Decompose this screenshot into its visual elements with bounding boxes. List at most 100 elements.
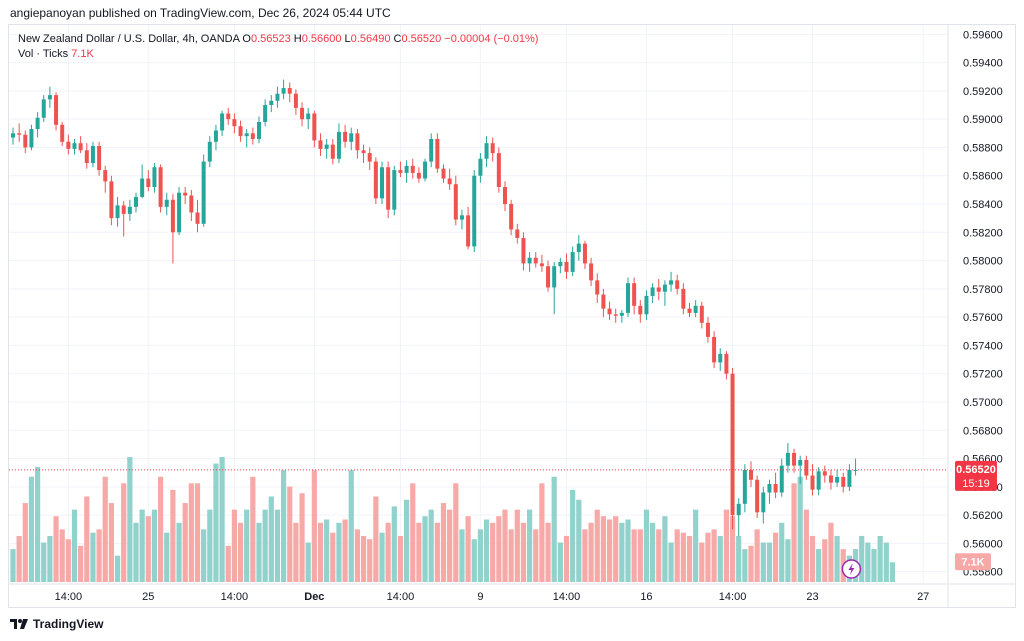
volume-bar (582, 529, 588, 582)
volume-bar (35, 466, 41, 582)
candle-body (177, 192, 182, 233)
volume-bar (133, 522, 139, 582)
tradingview-footer[interactable]: TradingView (10, 617, 103, 631)
candle (472, 170, 477, 253)
volume-bar (760, 542, 766, 582)
candle (656, 278, 661, 301)
candle-body (127, 206, 132, 214)
volume-bar (96, 529, 102, 582)
candle (164, 192, 169, 216)
candle (755, 475, 760, 518)
candle (712, 331, 717, 369)
candle-body (54, 95, 59, 125)
volume-bar (102, 476, 108, 582)
candle-body (23, 134, 28, 148)
time-tick-label: 9 (477, 591, 483, 603)
volume-bar (397, 535, 404, 582)
volume-bar (330, 532, 336, 582)
volume-bar (90, 532, 96, 582)
candle (35, 112, 40, 138)
volume-bar (656, 529, 662, 582)
candle-body (792, 452, 797, 466)
candle-body (699, 305, 704, 323)
candle (281, 79, 286, 100)
chart-legend: New Zealand Dollar / U.S. Dollar, 4h, OA… (18, 32, 538, 62)
close-value: 0.56520 (401, 33, 442, 45)
volume-bar (145, 516, 151, 582)
volume-bar (324, 519, 330, 582)
candle (749, 461, 753, 487)
candle (54, 92, 59, 131)
candle (792, 448, 797, 473)
price-tick-label: 0.57400 (963, 340, 1003, 352)
volume-bar (822, 539, 828, 582)
candle (324, 138, 329, 159)
price-tick-label: 0.57000 (963, 397, 1003, 409)
open-value: 0.56523 (250, 33, 291, 45)
volume-bar (311, 470, 317, 582)
lightning-icon[interactable] (841, 559, 862, 579)
candle (109, 175, 114, 226)
volume-bar (809, 535, 816, 582)
candle (613, 308, 618, 323)
candle-body (287, 88, 292, 94)
volume-bar (84, 496, 90, 582)
candle (84, 143, 89, 169)
candle-body (66, 141, 71, 149)
price-tick-label: 0.57600 (963, 312, 1003, 324)
volume-bar (108, 503, 114, 582)
candle-body (226, 113, 231, 120)
publisher-line: angiepanoyan published on TradingView.co… (10, 6, 391, 20)
volume-bar (539, 483, 545, 582)
volume-label[interactable]: Vol · Ticks (18, 48, 69, 60)
candle-body (749, 469, 753, 480)
candle (626, 277, 630, 318)
candle (127, 199, 132, 221)
volume-bar (121, 483, 127, 582)
candle-body (841, 476, 846, 487)
candle-body (293, 93, 298, 108)
candle-body (773, 484, 778, 493)
candle (650, 283, 655, 303)
candle (263, 99, 268, 127)
candle-body (459, 215, 464, 220)
symbol-title[interactable]: New Zealand Dollar / U.S. Dollar, 4h, OA… (18, 33, 240, 45)
volume-bar (385, 522, 391, 582)
volume-tag (955, 553, 991, 571)
candle-body (257, 121, 261, 139)
candle-body (478, 158, 483, 176)
candle (257, 116, 261, 144)
volume-bar (594, 509, 600, 582)
candle (343, 124, 348, 148)
candle (134, 192, 138, 213)
candle (287, 82, 292, 103)
candle-body (355, 133, 360, 151)
volume-bar (779, 522, 785, 582)
volume-bar (871, 549, 877, 582)
volume-bar (360, 535, 367, 582)
volume-bar (514, 509, 520, 582)
candle-body (189, 195, 194, 213)
candle (146, 170, 151, 192)
candle (779, 458, 784, 497)
volume-bar (47, 535, 53, 582)
candle-body (755, 479, 760, 513)
volume-bar (754, 529, 760, 582)
candle (705, 317, 710, 343)
candle (404, 160, 409, 183)
candle (306, 107, 311, 130)
candle-body (705, 322, 710, 337)
candle (810, 464, 815, 496)
candle (386, 161, 391, 219)
volume-bar (883, 542, 889, 582)
time-tick-label: 14:00 (387, 591, 415, 603)
volume-bar (53, 516, 59, 582)
candle-body (521, 237, 526, 264)
volume-bar (207, 509, 213, 582)
candle-body (103, 170, 108, 182)
candle (558, 257, 563, 274)
candle (183, 187, 188, 205)
candle-body (632, 283, 637, 306)
volume-bar (693, 509, 699, 582)
